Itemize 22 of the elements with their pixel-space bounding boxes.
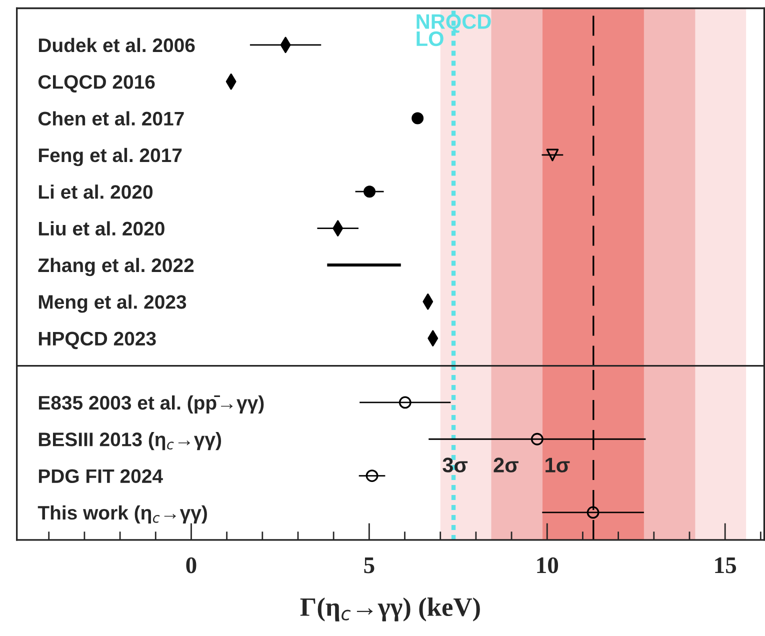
y-tick-label: Feng et al. 2017 — [38, 148, 182, 166]
y-tick-label: BESIII 2013 (η$_{c}$→γγ) — [38, 432, 222, 450]
y-tick-label: Liu et al. 2020 — [38, 221, 164, 236]
band-label: 3σ — [442, 458, 468, 472]
x-axis-title: Γ(η$_{c}$→γγ) (keV) — [300, 597, 480, 622]
y-tick-label: This work (η$_{c}$→γγ) — [38, 505, 207, 524]
y-tick-label: HPQCD 2023 — [38, 332, 156, 350]
x-tick-label: 10 — [537, 557, 558, 574]
band-label: 1σ — [546, 458, 570, 472]
y-tick-label: Chen et al. 2017 — [38, 111, 184, 126]
y-tick-label: E835 2003 et al. (pp̄→γγ) — [38, 395, 264, 414]
y-tick-label: Dudek et al. 2006 — [38, 38, 195, 52]
y-tick-label: PDG FIT 2024 — [38, 469, 163, 484]
x-tick-label: 0 — [186, 557, 196, 574]
y-tick-label: Zhang et al. 2022 — [38, 258, 194, 276]
y-tick-label: Li et al. 2020 — [38, 184, 153, 199]
ref-line-label: NRQCD LO — [416, 14, 491, 46]
x-tick-label: 15 — [715, 557, 736, 574]
band-label: 2σ — [494, 458, 518, 472]
y-tick-label: CLQCD 2016 — [38, 75, 155, 92]
y-tick-label: Meng et al. 2023 — [38, 294, 186, 313]
x-tick-label: 5 — [364, 558, 374, 574]
